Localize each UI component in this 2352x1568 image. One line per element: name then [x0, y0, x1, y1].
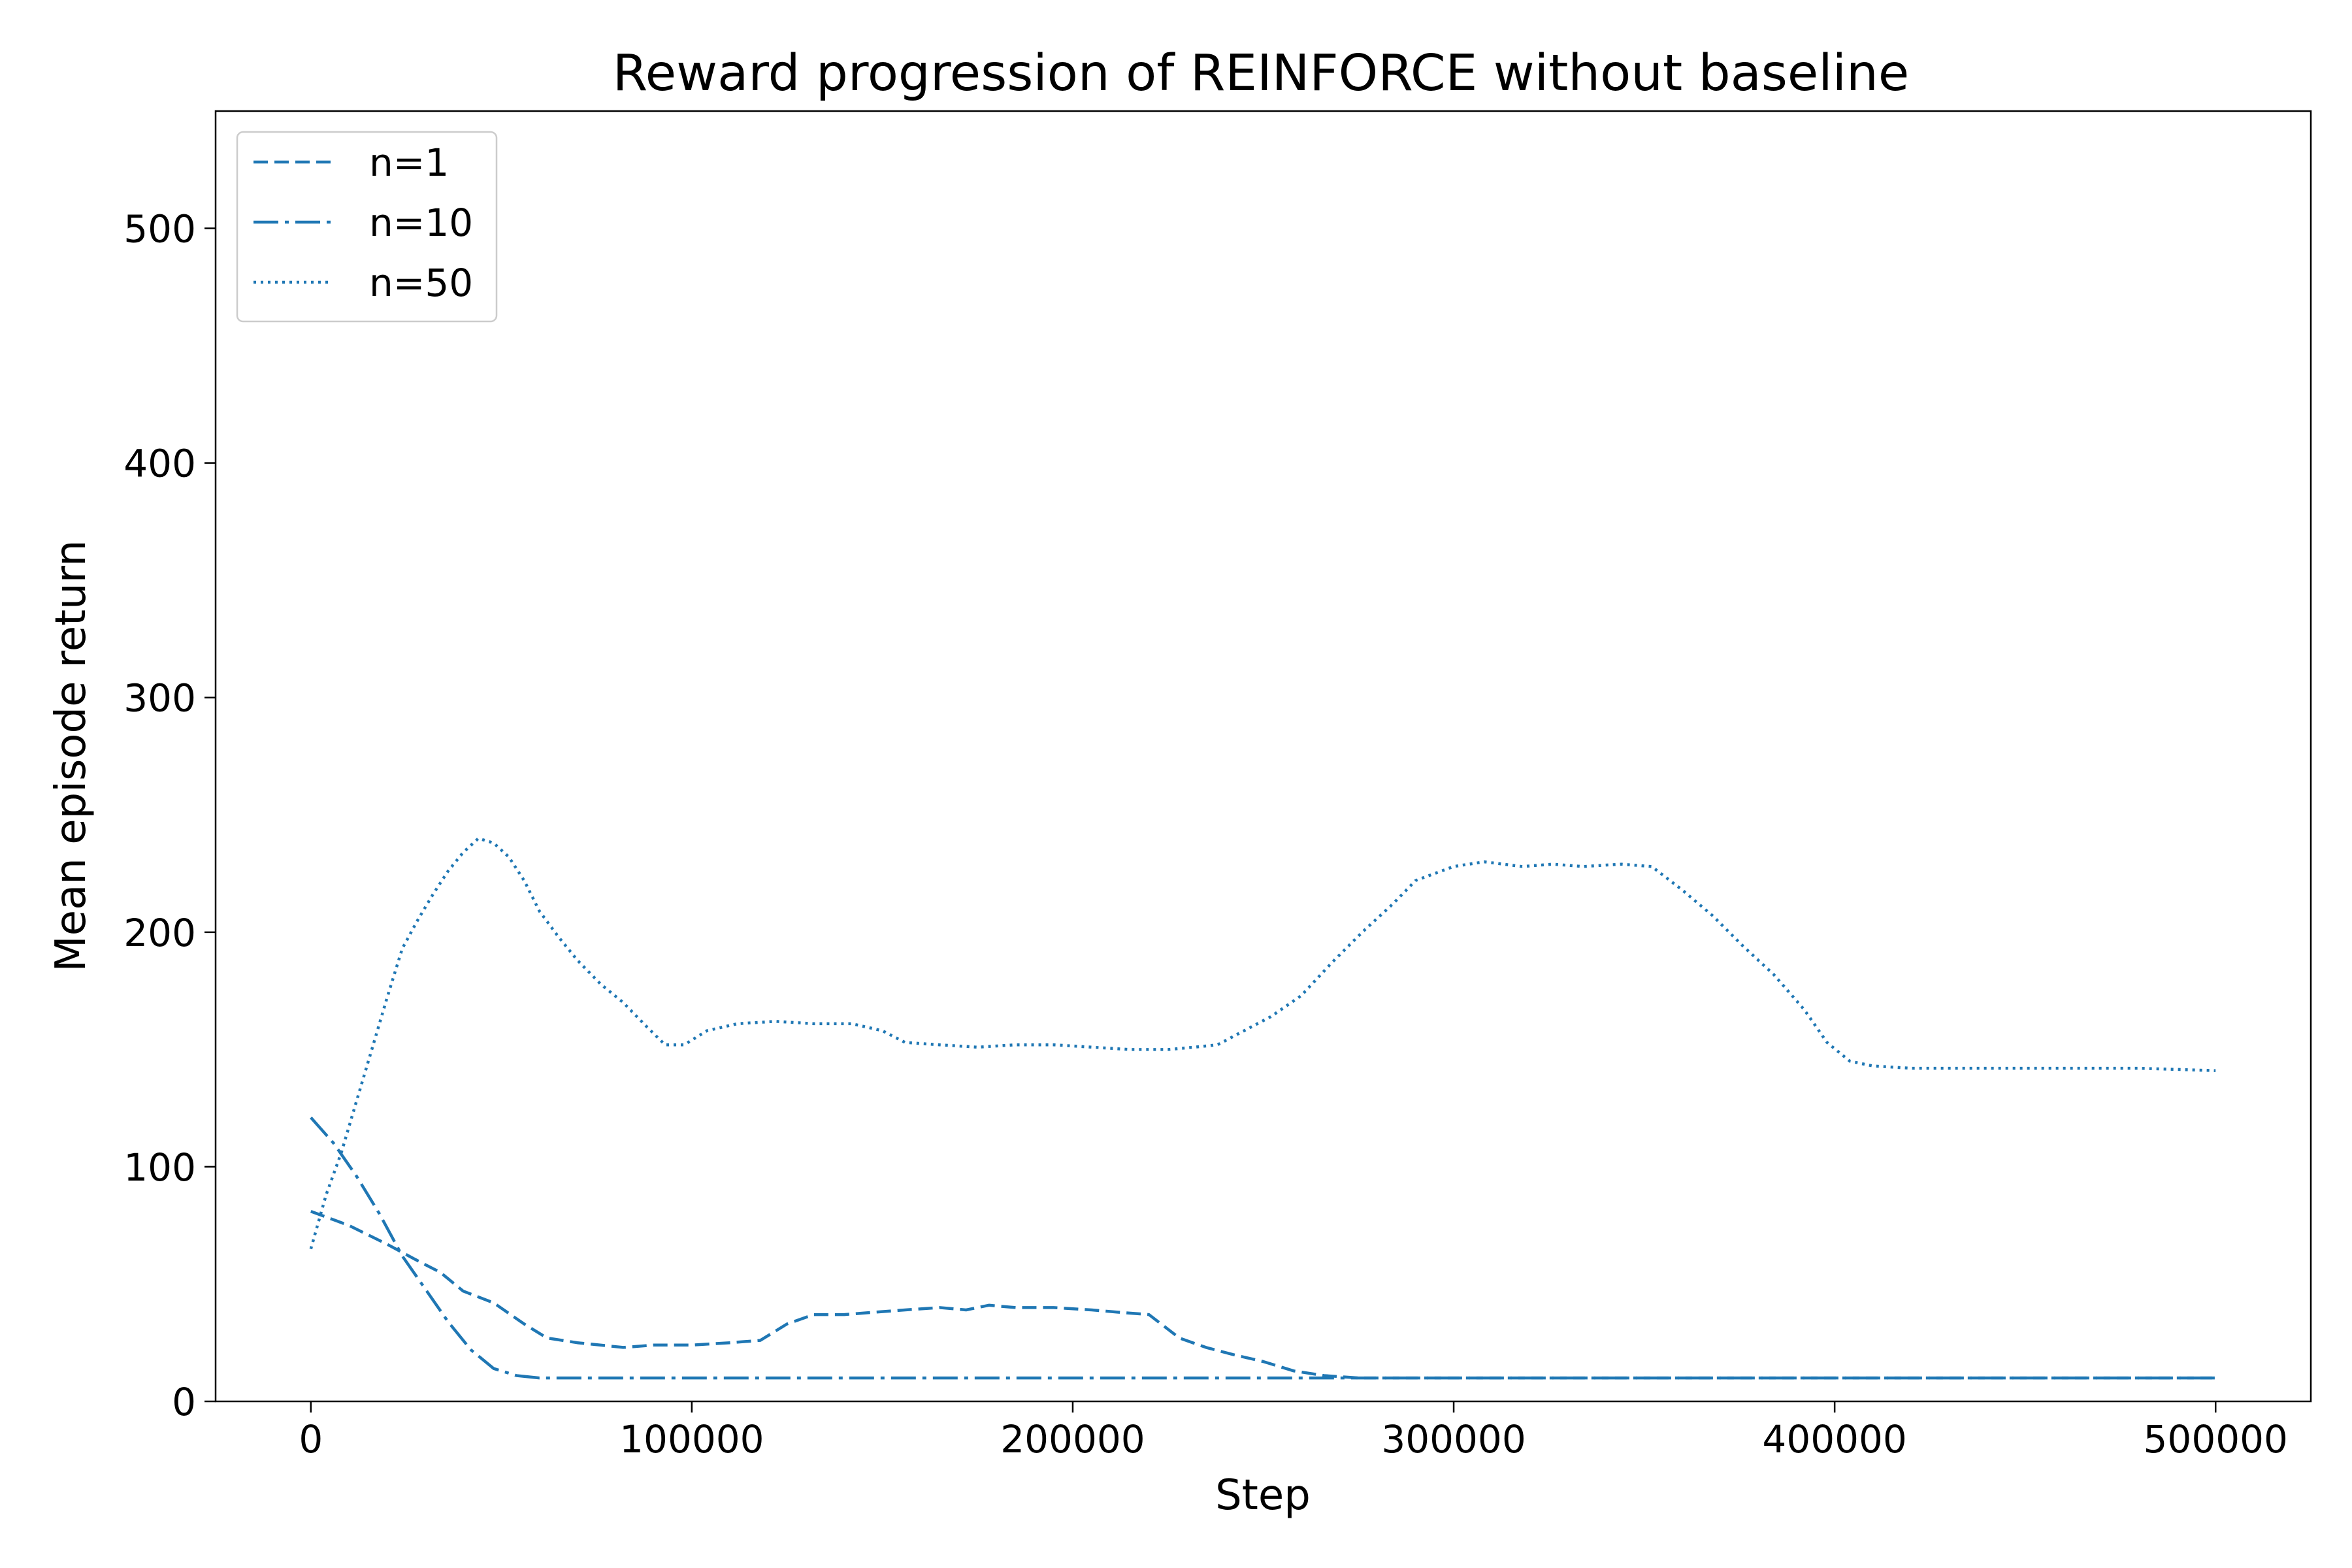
y-axis-label: Mean episode return	[47, 540, 95, 972]
x-tick-label-5: 500000	[2144, 1417, 2288, 1462]
y-tick-label-5: 500	[123, 207, 196, 252]
x-tick-label-3: 300000	[1381, 1417, 1526, 1462]
legend: n=1 n=10 n=50	[236, 131, 498, 323]
y-tick-label-1: 100	[123, 1145, 196, 1190]
x-tick-label-1: 100000	[619, 1417, 764, 1462]
legend-label-n=50: n=50	[369, 261, 473, 305]
y-axis: 0 100 200 300 400 500	[123, 207, 216, 1424]
chart-title: Reward progression of REINFORCE without …	[613, 44, 1909, 103]
y-tick-label-0: 0	[172, 1380, 196, 1424]
y-tick-label-3: 300	[123, 676, 196, 721]
y-tick-label-2: 200	[123, 911, 196, 955]
plot-frame	[214, 110, 2312, 1403]
x-axis: 0 100000 200000 300000 400000 500000	[299, 1401, 2288, 1462]
y-tick-label-4: 400	[123, 442, 196, 486]
series-line-n=10	[310, 1117, 2216, 1380]
x-tick-label-4: 400000	[1762, 1417, 1906, 1462]
legend-label-n=1: n=1	[369, 140, 449, 185]
x-axis-label: Step	[1215, 1471, 1311, 1520]
legend-label-n=10: n=10	[369, 201, 473, 245]
x-tick-label-2: 200000	[1000, 1417, 1145, 1462]
x-tick-label-0: 0	[299, 1417, 323, 1462]
series-layer	[309, 836, 2216, 1380]
legend-box	[236, 131, 498, 323]
series-line-n=50	[309, 836, 2216, 1250]
series-line-n=1	[310, 1209, 2216, 1380]
